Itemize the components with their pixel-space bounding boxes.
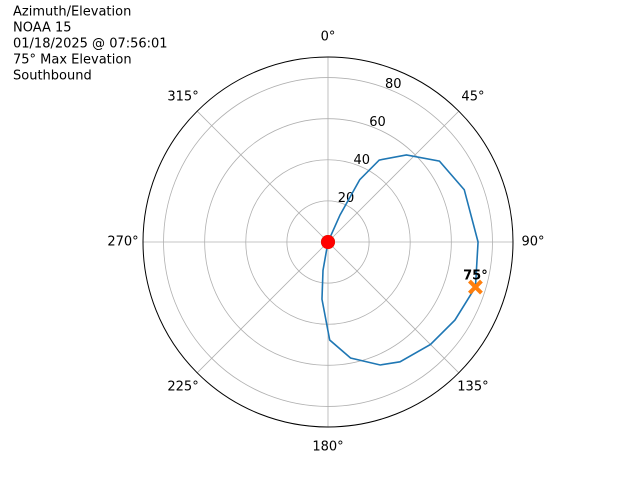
r-tick-label: 60	[369, 115, 386, 130]
theta-tick-label: 0°	[321, 30, 336, 45]
grid-spoke	[196, 241, 329, 374]
point-label: 75°	[463, 269, 488, 284]
title-line: Southbound	[13, 69, 92, 84]
title-line: Azimuth/Elevation	[13, 5, 131, 20]
title-line: 75° Max Elevation	[13, 53, 132, 68]
theta-tick-label: 270°	[107, 235, 138, 250]
theta-tick-label: 315°	[167, 90, 198, 105]
title-line: 01/18/2025 @ 07:56:01	[13, 37, 168, 52]
theta-tick-label: 180°	[312, 440, 343, 455]
grid-spoke	[327, 110, 460, 243]
title-line: NOAA 15	[13, 21, 72, 36]
r-tick-label: 20	[338, 191, 355, 206]
r-tick-label: 40	[353, 153, 370, 168]
polar-frame	[142, 56, 514, 428]
grid-spoke	[196, 110, 329, 243]
theta-tick-label: 45°	[461, 90, 484, 105]
r-tick-label: 80	[385, 77, 402, 92]
track-line	[321, 154, 479, 366]
max-marker	[468, 279, 483, 295]
grid-spoke	[327, 241, 460, 374]
theta-tick-label: 135°	[457, 379, 488, 394]
theta-tick-label: 90°	[521, 235, 544, 250]
point-marker	[321, 235, 335, 249]
theta-tick-label: 225°	[167, 379, 198, 394]
